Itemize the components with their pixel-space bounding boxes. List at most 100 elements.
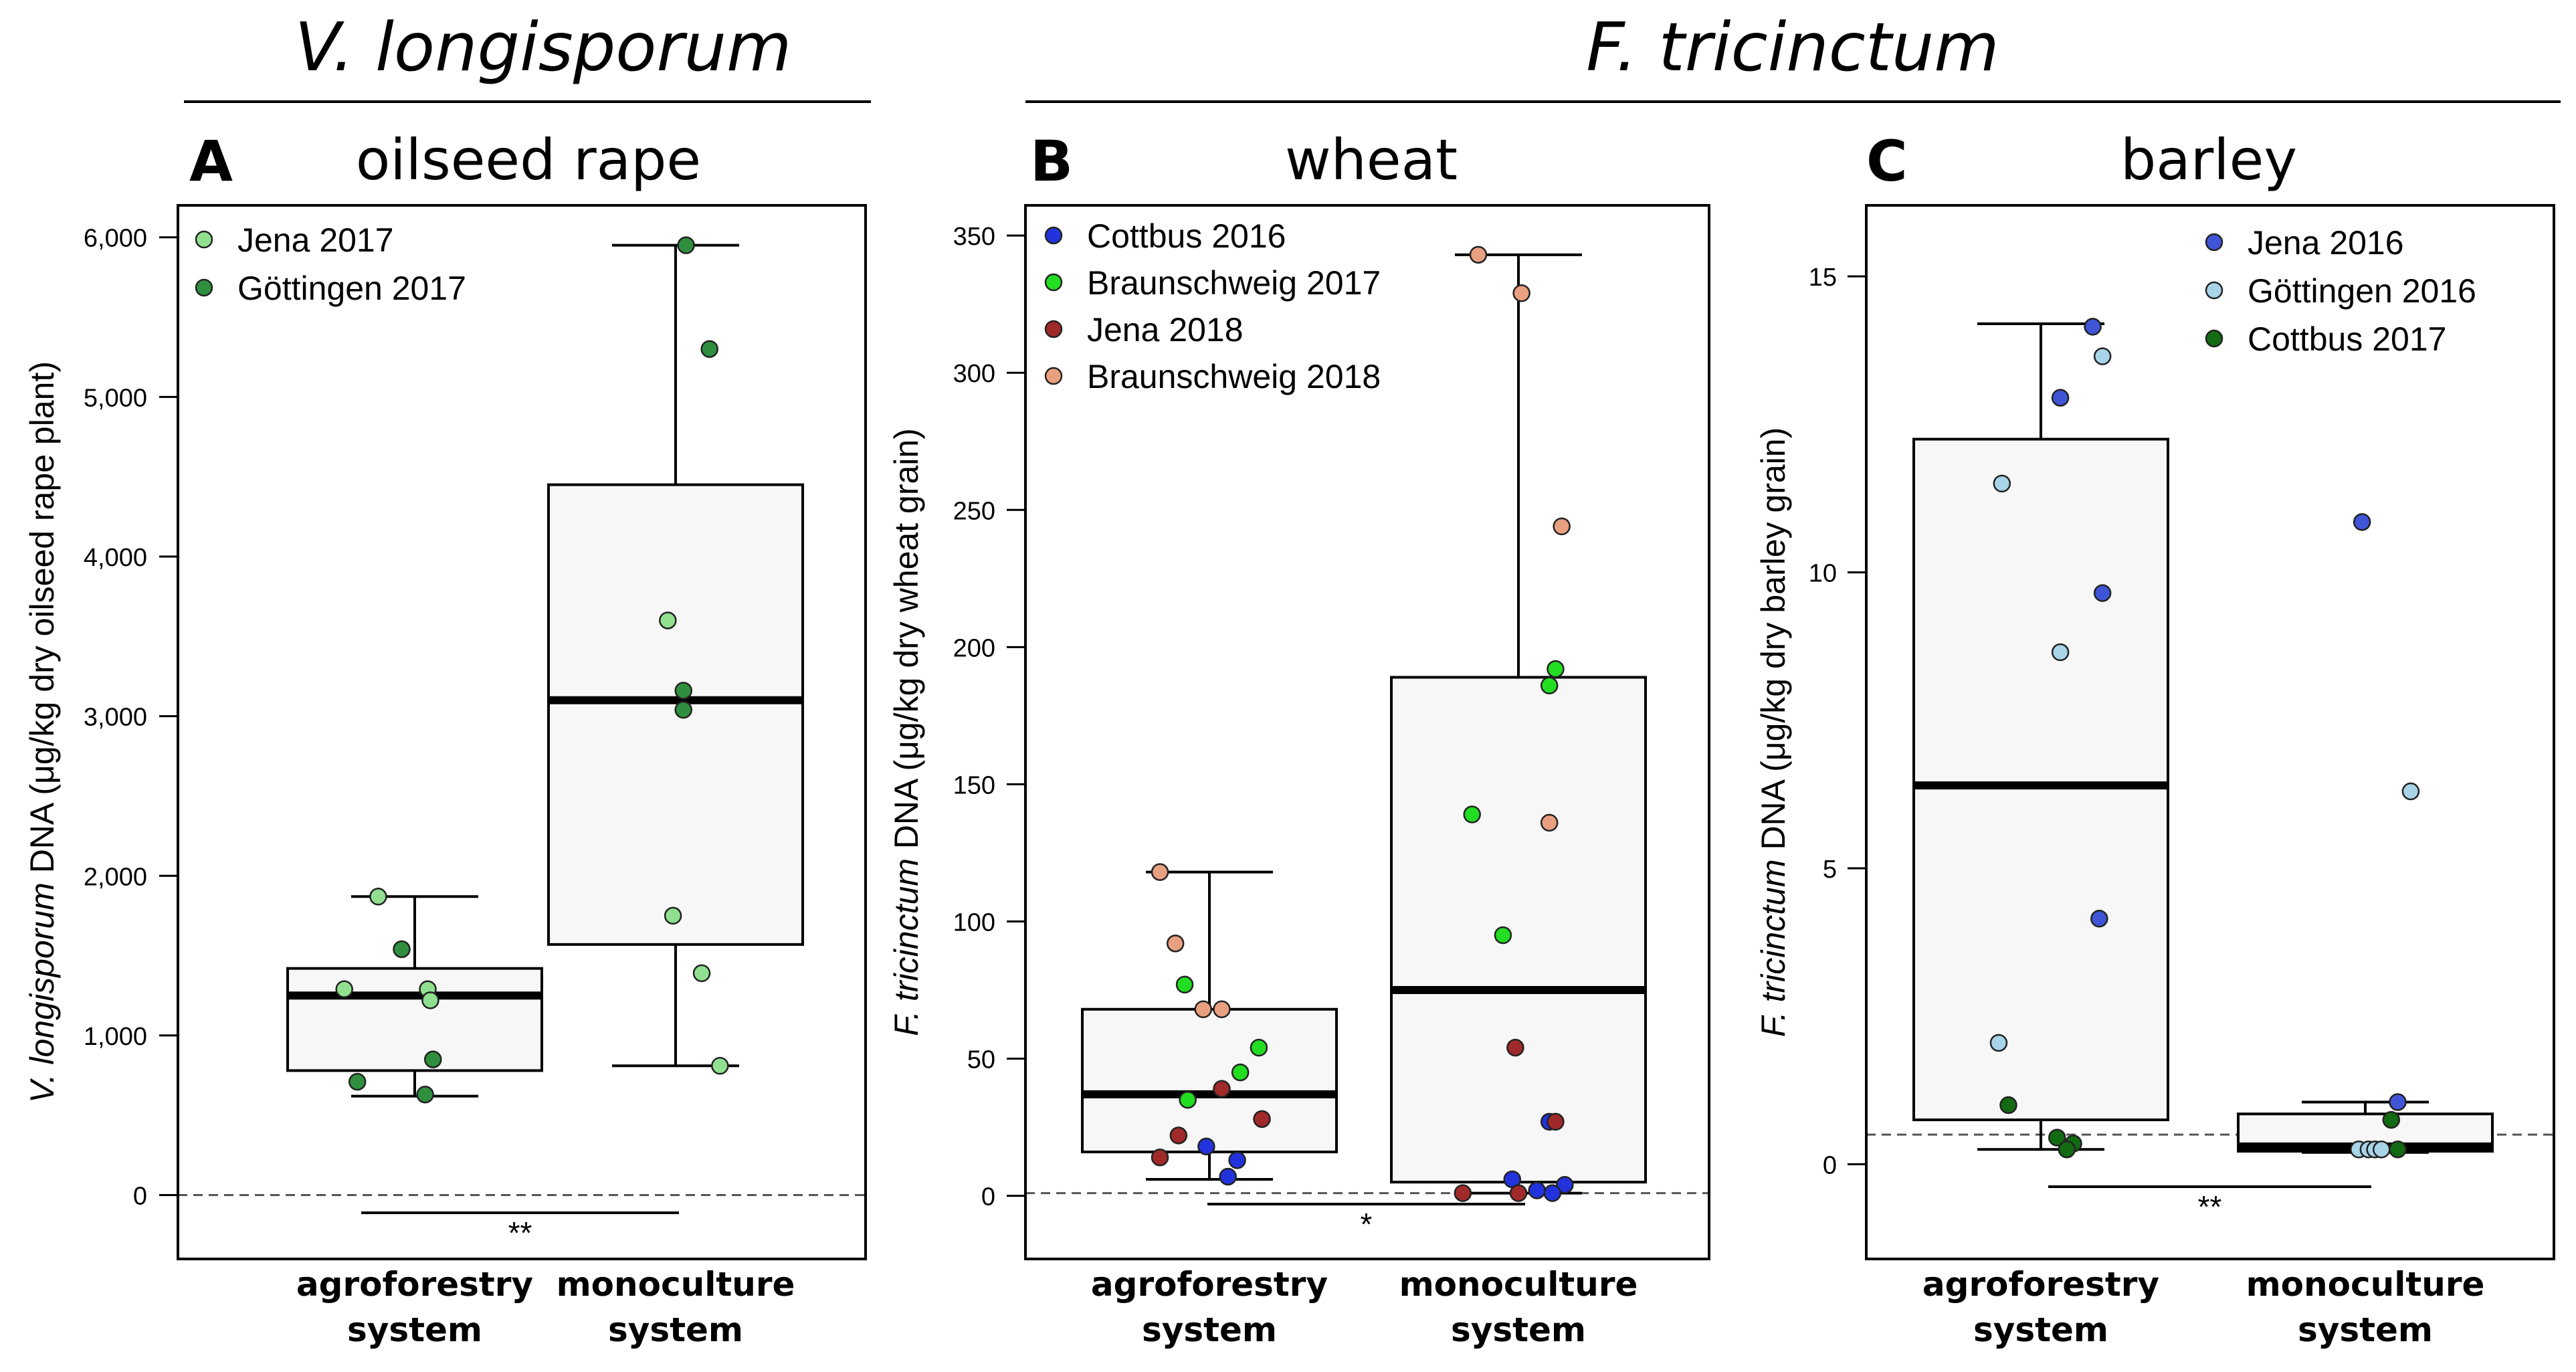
- iqr-box: [1912, 437, 2169, 1122]
- legend-label: Göttingen 2017: [237, 270, 466, 307]
- x-category-label: monoculture: [557, 1265, 795, 1304]
- data-point: [2090, 909, 2108, 928]
- data-point: [1494, 926, 1512, 945]
- y-axis-label: F. tricinctum DNA (μg/kg dry wheat grain…: [888, 428, 925, 1036]
- box-monoculture: [2237, 1100, 2494, 1154]
- x-category-label: system: [347, 1310, 482, 1349]
- box-monoculture: [547, 243, 804, 1068]
- data-point: [1194, 1000, 1213, 1019]
- data-point: [2093, 347, 2112, 365]
- data-point: [692, 964, 711, 983]
- box-agroforestry: [1081, 870, 1338, 1181]
- y-tick-label: 150: [953, 771, 995, 799]
- significance-label: *: [1361, 1207, 1373, 1242]
- y-tick-label: 2,000: [84, 863, 147, 891]
- y-tick-label: 350: [953, 223, 995, 251]
- iqr-box: [286, 967, 543, 1072]
- data-point: [1151, 863, 1169, 881]
- panel-letter: B: [1030, 128, 1073, 194]
- data-point: [2353, 513, 2371, 531]
- data-point: [1993, 474, 2011, 493]
- data-point: [416, 1085, 434, 1104]
- data-point: [421, 991, 439, 1009]
- data-point: [1228, 1151, 1246, 1169]
- x-category-label: agroforestry: [296, 1265, 533, 1304]
- panel-title: wheat: [1285, 127, 1458, 193]
- data-point: [674, 700, 692, 719]
- data-point: [1151, 1148, 1169, 1167]
- data-point: [659, 611, 677, 629]
- iqr-box: [1081, 1007, 1338, 1154]
- data-point: [348, 1072, 367, 1091]
- data-point: [1219, 1167, 1237, 1186]
- data-point: [2051, 389, 2070, 407]
- data-point: [1506, 1038, 1524, 1057]
- data-point: [1169, 1126, 1188, 1145]
- data-point: [2058, 1141, 2076, 1159]
- data-point: [1547, 1112, 1565, 1131]
- x-category-label: system: [1451, 1310, 1586, 1349]
- y-axis-label: V. longisporum DNA (μg/kg dry oilseed ra…: [23, 361, 61, 1103]
- data-point: [1509, 1184, 1528, 1202]
- y-tick-label: 5: [1823, 856, 1837, 884]
- panel-letter: C: [1866, 128, 1908, 194]
- plot-frame: [1024, 204, 1710, 1260]
- data-point: [1197, 1137, 1215, 1156]
- legend-marker: [2205, 233, 2223, 252]
- x-category-label: system: [608, 1310, 743, 1349]
- legend-label: Braunschweig 2017: [1087, 264, 1381, 302]
- y-tick-label: 3,000: [84, 704, 147, 732]
- plot-frame: [177, 204, 867, 1260]
- data-point: [2373, 1141, 2391, 1159]
- data-point: [2389, 1141, 2407, 1159]
- x-category-label: agroforestry: [1922, 1265, 2159, 1304]
- panel-letter: A: [189, 128, 233, 194]
- data-point: [711, 1057, 729, 1075]
- significance-label: **: [2198, 1189, 2222, 1224]
- x-category-label: monoculture: [2246, 1265, 2485, 1304]
- data-point: [2084, 318, 2102, 336]
- y-tick-label: 0: [133, 1183, 147, 1211]
- x-category-label: monoculture: [1399, 1265, 1638, 1304]
- data-point: [674, 682, 692, 700]
- data-point: [1454, 1184, 1472, 1202]
- y-axis-label: F. tricinctum DNA (μg/kg dry barley grai…: [1755, 427, 1792, 1038]
- y-tick-label: 15: [1809, 264, 1837, 292]
- data-point: [1528, 1181, 1546, 1199]
- box-agroforestry: [1912, 322, 2169, 1151]
- data-point: [2389, 1093, 2407, 1111]
- data-point: [1179, 1090, 1197, 1109]
- data-point: [1540, 813, 1559, 832]
- y-tick-label: 100: [953, 909, 995, 937]
- box-agroforestry: [286, 895, 543, 1098]
- x-category-label: system: [1142, 1310, 1277, 1349]
- header-f-tricinctum: F. tricinctum: [1586, 8, 1999, 86]
- plot-frame: [1865, 204, 2555, 1260]
- iqr-box: [547, 483, 804, 946]
- data-point: [1463, 805, 1481, 823]
- data-point: [2382, 1110, 2401, 1129]
- panel-title: barley: [2120, 127, 2297, 193]
- data-point: [369, 888, 387, 906]
- data-point: [1540, 676, 1559, 695]
- y-tick-label: 6,000: [84, 225, 147, 253]
- legend-label: Braunschweig 2018: [1087, 358, 1381, 395]
- legend-marker: [1044, 367, 1063, 385]
- data-point: [393, 940, 411, 959]
- legend-label: Jena 2016: [2248, 224, 2404, 262]
- legend-marker: [2205, 281, 2223, 300]
- data-point: [1253, 1110, 1271, 1129]
- data-point: [2051, 643, 2070, 662]
- legend-marker: [2205, 329, 2223, 348]
- legend-marker: [1044, 320, 1063, 338]
- data-point: [1469, 246, 1488, 264]
- data-point: [1512, 284, 1530, 302]
- data-point: [1250, 1038, 1268, 1057]
- legend-marker: [195, 278, 213, 297]
- x-category-label: agroforestry: [1091, 1265, 1328, 1304]
- x-category-label: system: [2298, 1310, 2433, 1349]
